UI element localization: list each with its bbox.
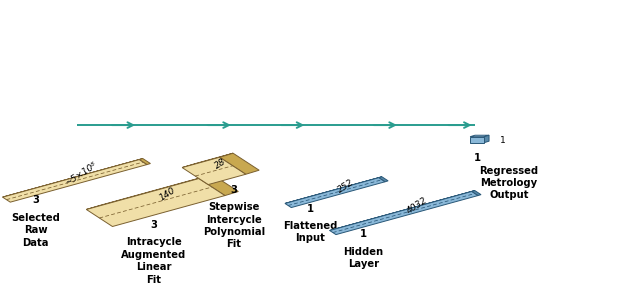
Polygon shape [3,159,143,197]
Text: 252: 252 [337,178,356,194]
Text: 1: 1 [307,203,314,214]
Polygon shape [472,191,481,196]
Polygon shape [470,137,484,143]
Text: Hidden
Layer: Hidden Layer [344,247,383,269]
Polygon shape [330,191,478,235]
Text: Intracycle
Augmented
Linear
Fit: Intracycle Augmented Linear Fit [122,237,187,285]
Text: 3: 3 [150,220,157,230]
Polygon shape [139,159,150,165]
Text: 1: 1 [360,229,367,239]
Polygon shape [182,157,246,184]
Polygon shape [199,175,238,196]
Polygon shape [470,135,489,137]
Polygon shape [484,135,489,143]
Text: Stepwise
Intercycle
Polynomial
Fit: Stepwise Intercycle Polynomial Fit [203,202,265,249]
Polygon shape [86,175,212,210]
Polygon shape [330,191,475,230]
Polygon shape [285,177,382,203]
Text: 3: 3 [33,195,39,205]
Text: Selected
Raw
Data: Selected Raw Data [12,213,60,248]
Text: 140: 140 [158,186,177,203]
Text: 28: 28 [213,157,228,171]
Text: ~5×10⁸: ~5×10⁸ [63,161,99,188]
Text: Flattened
Input: Flattened Input [284,221,338,244]
Polygon shape [3,159,147,202]
Polygon shape [379,177,388,182]
Text: 4032: 4032 [405,196,429,216]
Text: Regressed
Metrology
Output: Regressed Metrology Output [479,166,539,200]
Text: 3: 3 [230,184,237,195]
Text: 1: 1 [474,153,481,164]
Polygon shape [182,153,233,168]
Polygon shape [86,179,225,226]
Text: 1: 1 [500,136,506,145]
Polygon shape [220,153,259,174]
Polygon shape [285,178,385,207]
